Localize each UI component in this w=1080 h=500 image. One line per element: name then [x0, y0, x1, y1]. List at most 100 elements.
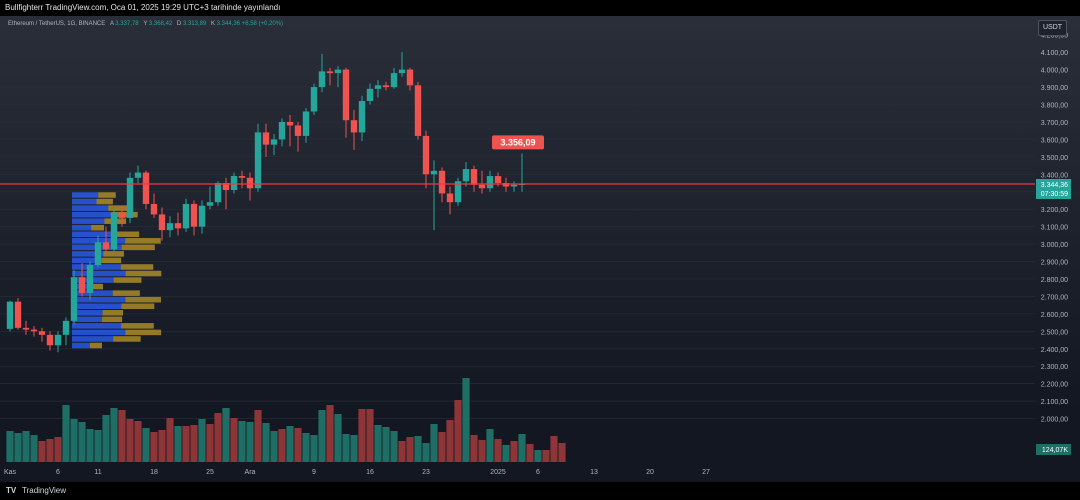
volume-bar: [54, 437, 62, 462]
y-tick-label: 2.000,00: [1041, 417, 1068, 424]
profile-down-bar: [121, 244, 155, 251]
profile-up-bar: [72, 231, 113, 238]
candle-body: [22, 327, 30, 330]
volume-bar: [46, 439, 54, 462]
price-marker-box: [492, 135, 544, 150]
candle-body: [126, 177, 134, 218]
y-tick-label: 2.200,00: [1041, 382, 1068, 389]
candle-body: [78, 277, 86, 293]
volume-bar: [526, 444, 534, 462]
y-tick-label: 2.100,00: [1041, 399, 1068, 406]
x-tick-label: 20: [646, 469, 654, 476]
candle-body: [14, 301, 22, 328]
y-tick-label: 3.200,00: [1041, 207, 1068, 214]
candle-body: [118, 212, 126, 218]
volume-bar: [158, 430, 166, 462]
profile-up-bar: [72, 211, 112, 218]
volume-bar: [182, 426, 190, 462]
candle-body: [62, 320, 70, 335]
candle-body: [406, 69, 414, 86]
volume-bar: [382, 427, 390, 462]
y-tick-label: 2.900,00: [1041, 260, 1068, 267]
candle-body: [46, 334, 54, 346]
y-tick-label: 2.600,00: [1041, 312, 1068, 319]
profile-down-bar: [90, 283, 104, 290]
candle-body: [246, 177, 254, 189]
high-label: Y: [143, 21, 148, 27]
x-tick-label: 6: [56, 469, 60, 476]
footer-bar: TV TradingView: [0, 482, 1080, 500]
x-tick-label: 11: [94, 469, 101, 476]
candle-body: [206, 202, 214, 206]
currency-button[interactable]: USDT: [1038, 20, 1067, 36]
candle-body: [222, 183, 230, 190]
candle-body: [318, 71, 326, 88]
candlestick-chart[interactable]: 3.356,09 2.000,00 2.100,00 2.200,00 2.300,00…: [0, 16, 1080, 482]
candle-body: [150, 203, 158, 215]
profile-down-bar: [121, 323, 154, 329]
profile-down-bar: [125, 296, 161, 303]
y-tick-label: 3.800,00: [1041, 103, 1068, 110]
low-value: 3.313,89: [182, 21, 207, 27]
volume-bar: [262, 423, 270, 462]
profile-up-bar: [72, 270, 126, 277]
candle-body: [478, 184, 486, 189]
candle-body: [38, 331, 46, 335]
candle-body: [270, 139, 278, 145]
y-tick-label: 2.400,00: [1041, 347, 1068, 354]
candle-body: [30, 329, 38, 332]
profile-up-bar: [72, 257, 102, 264]
volume-bar: [350, 435, 358, 462]
volume-bar: [558, 443, 566, 462]
profile-up-bar: [72, 205, 109, 211]
candle-body: [422, 135, 430, 175]
candle-body: [414, 85, 422, 136]
volume-bar: [414, 436, 422, 462]
volume-bar: [166, 418, 174, 462]
profile-down-bar: [101, 257, 122, 264]
volume-bar: [310, 435, 318, 462]
candle-body: [342, 69, 350, 121]
profile-down-bar: [125, 238, 161, 244]
candle-body: [398, 69, 406, 74]
tradingview-logo-icon: TV: [6, 486, 17, 495]
volume-bar: [510, 441, 518, 462]
candle-body: [182, 203, 190, 229]
open-value: 3.337,78: [115, 21, 139, 27]
profile-down-bar: [112, 231, 140, 238]
low-label: D: [176, 21, 182, 27]
volume-bar: [86, 429, 94, 462]
candle-body: [230, 176, 238, 190]
profile-up-bar: [72, 238, 126, 244]
price-marker-label: 3.356,09: [500, 137, 535, 147]
candle-body: [510, 184, 518, 187]
profile-up-bar: [72, 264, 121, 270]
chart-frame[interactable]: 3.356,09 2.000,00 2.100,00 2.200,00 2.300,00…: [0, 16, 1080, 482]
candle-body: [294, 125, 302, 136]
profile-up-bar: [72, 323, 122, 329]
symbol-title: Ethereum / TetherUS, 1G, BINANCE: [8, 21, 106, 27]
change-value: +6,58 (+0,20%): [241, 21, 284, 27]
candle-body: [350, 120, 358, 133]
candle-body: [382, 85, 390, 88]
candle-body: [358, 101, 366, 133]
volume-bar: [302, 433, 310, 462]
x-tick-label: 23: [422, 469, 430, 476]
profile-down-bar: [96, 198, 113, 205]
candle-body: [454, 181, 462, 203]
profile-up-bar: [72, 342, 90, 349]
profile-down-bar: [125, 270, 162, 277]
candle-body: [494, 176, 502, 184]
candle-body: [310, 87, 318, 112]
profile-up-bar: [72, 316, 103, 323]
volume-bar: [270, 431, 278, 462]
candle-body: [70, 277, 78, 321]
volume-bar: [438, 432, 446, 462]
volume-bar: [446, 420, 454, 462]
volume-bar: [62, 405, 70, 462]
volume-bar: [430, 424, 438, 462]
volume-bar: [358, 409, 366, 462]
candle-body: [286, 121, 294, 126]
volume-bar: [6, 431, 14, 462]
candle-body: [214, 183, 222, 203]
